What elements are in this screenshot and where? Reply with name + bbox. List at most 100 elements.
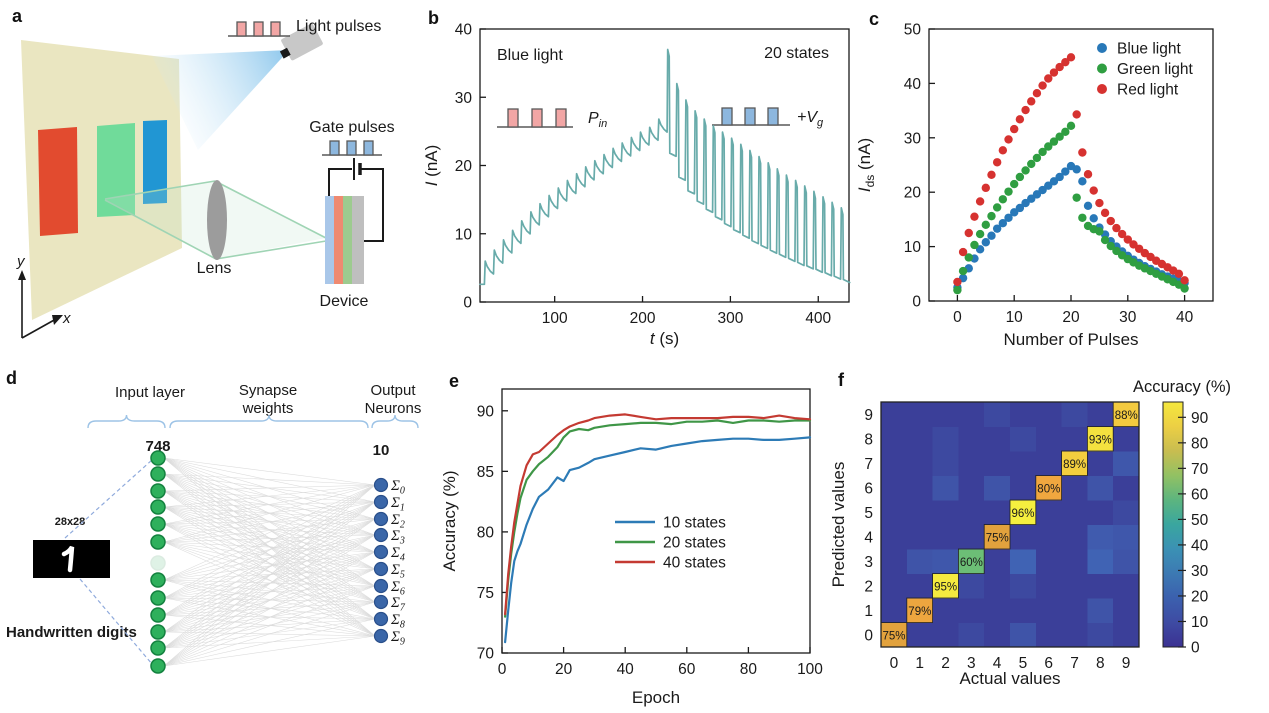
svg-text:4: 4 xyxy=(864,529,873,546)
input-node xyxy=(150,640,166,656)
diagonal-cell-outline xyxy=(957,548,985,574)
output-node xyxy=(373,594,389,610)
svg-text:80: 80 xyxy=(477,524,495,541)
input-node xyxy=(150,483,166,499)
svg-text:85: 85 xyxy=(477,464,494,481)
light-pulse-train-icon xyxy=(228,21,290,37)
svg-text:6: 6 xyxy=(1044,655,1053,672)
heatmap-cell xyxy=(906,475,934,501)
svg-text:30: 30 xyxy=(455,90,473,107)
x-axis-ticks: 0 20 40 60 80 100 xyxy=(498,647,823,678)
light-beam xyxy=(152,50,289,150)
svg-text:60: 60 xyxy=(678,661,696,678)
heatmap-cell xyxy=(881,451,908,476)
projector-body xyxy=(281,23,323,61)
svg-text:3: 3 xyxy=(864,554,873,571)
diagonal-cell-outline xyxy=(932,573,959,599)
output-neurons-label-2: Neurons xyxy=(365,400,422,417)
heatmap-cell xyxy=(958,524,985,550)
colorbar-ticks: 0 10 20 30 40 50 60 70 80 90 xyxy=(1178,410,1209,657)
panel-label-f: f xyxy=(838,370,844,390)
y-axis-label: y xyxy=(16,253,26,270)
accuracy-line-10-states xyxy=(503,436,812,644)
svg-text:300: 300 xyxy=(717,310,743,327)
heatmap-cell xyxy=(1113,598,1140,623)
diagonal-accuracy-label: 89% xyxy=(1063,459,1086,471)
input-node xyxy=(150,466,166,482)
x-axis-title: Actual values xyxy=(959,669,1060,688)
output-neuron-label: Σ1 xyxy=(390,495,405,514)
heatmap-cell xyxy=(984,524,1011,550)
svg-text:10: 10 xyxy=(904,239,922,256)
heatmap-cell xyxy=(1087,475,1114,501)
svg-text:75: 75 xyxy=(477,585,494,602)
light-pulse-inset-icon: Pin xyxy=(497,108,607,130)
current-trace xyxy=(479,48,851,286)
y-axis-ticks: 0 10 20 30 40 xyxy=(455,22,486,312)
heatmap-cell xyxy=(984,598,1011,623)
diagonal-accuracy-label: 96% xyxy=(1012,508,1035,520)
heatmap-cell xyxy=(1010,426,1037,452)
diagonal-accuracy-label: 60% xyxy=(960,557,983,569)
heatmap-cell xyxy=(958,402,985,427)
x-arrowhead-icon xyxy=(52,315,63,325)
heatmap-cell xyxy=(881,573,908,599)
svg-text:20: 20 xyxy=(1062,309,1080,326)
svg-text:6: 6 xyxy=(864,480,873,497)
heatmap-cell xyxy=(881,426,908,452)
heatmap-cell xyxy=(1035,622,1063,648)
output-node xyxy=(373,544,389,560)
heatmap-cell xyxy=(1035,549,1063,574)
heatmap-cell xyxy=(1061,500,1088,525)
heatmap-cell xyxy=(1113,451,1140,476)
light-source xyxy=(279,23,323,61)
heatmap-cell xyxy=(1010,549,1037,574)
svg-text:2: 2 xyxy=(864,578,873,595)
output-neuron-label: Σ9 xyxy=(390,629,405,648)
svg-text:5: 5 xyxy=(1019,655,1028,672)
svg-text:100: 100 xyxy=(542,310,568,327)
heatmap-cell xyxy=(906,451,934,476)
heatmap-cell xyxy=(1087,598,1114,623)
y-arrowhead-icon xyxy=(18,270,26,280)
heatmap-cell xyxy=(1061,451,1088,476)
heatmap-cell xyxy=(1010,573,1037,599)
heatmap-cell xyxy=(932,573,959,599)
diagonal-accuracy-label: 93% xyxy=(1089,434,1112,446)
dashed-link-bottom xyxy=(79,578,153,665)
panel-e-chart: 0 20 40 60 80 100 70 75 80 85 90 Epoch Accuracy (%) 1… xyxy=(440,388,823,707)
heatmap-cell xyxy=(984,475,1011,501)
output-node xyxy=(373,578,389,594)
heatmap-cell xyxy=(906,524,934,550)
panel-label-c: c xyxy=(869,9,880,29)
svg-text:100: 100 xyxy=(797,661,823,678)
panel-label-b: b xyxy=(428,8,439,28)
panel-b-chart: Blue light 20 states Pin +Vg 100 200 300 40… xyxy=(422,22,851,348)
annotation-20-states: 20 states xyxy=(764,45,829,62)
dashed-link-top xyxy=(64,459,153,539)
heatmap-cell xyxy=(1035,451,1063,476)
input-node xyxy=(150,624,166,640)
panel-label-d: d xyxy=(6,368,17,388)
input-node xyxy=(150,450,166,466)
svg-text:10: 10 xyxy=(455,226,473,243)
heatmap-cell xyxy=(1035,402,1063,427)
image-size-label: 28x28 xyxy=(55,516,86,528)
x-axis-ticks: 0 10 20 30 40 xyxy=(953,295,1194,326)
svg-text:3: 3 xyxy=(967,655,976,672)
x-axis-title: t (s) xyxy=(650,329,679,348)
y-axis-title: Accuracy (%) xyxy=(440,470,459,571)
diagonal-accuracy-label: 75% xyxy=(986,532,1009,544)
lens-label: Lens xyxy=(197,260,232,277)
output-node xyxy=(373,494,389,510)
output-node xyxy=(373,477,389,493)
legend-marker-icon xyxy=(1097,63,1107,74)
heatmap-cell xyxy=(932,426,959,452)
input-node xyxy=(150,534,166,550)
gate-circuit xyxy=(328,158,384,242)
accuracy-line-20-states xyxy=(503,419,812,618)
heatmap-cell xyxy=(1061,475,1088,501)
svg-text:4: 4 xyxy=(993,655,1002,672)
output-neurons-label-1: Output xyxy=(370,382,416,399)
svg-text:0: 0 xyxy=(463,295,472,312)
